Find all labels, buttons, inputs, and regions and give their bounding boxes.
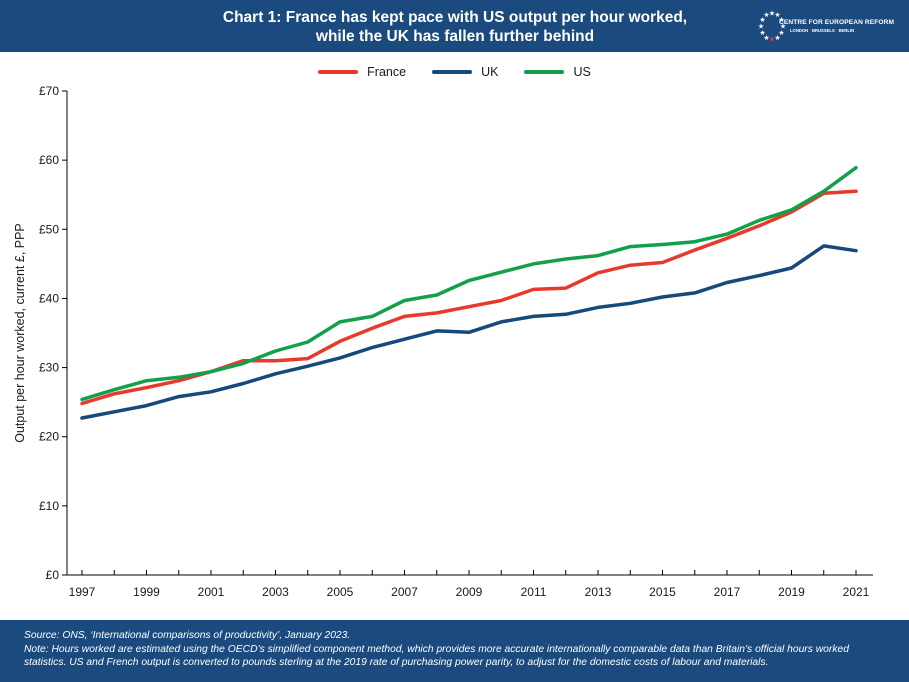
logo-star: ★ (778, 29, 784, 37)
x-tick-label: 2001 (198, 585, 225, 599)
logo-city-berlin: BERLIN (838, 28, 855, 33)
logo-star: ★ (774, 11, 780, 19)
logo-star: ★ (780, 23, 786, 31)
chart-title: Chart 1: France has kept pace with US ou… (130, 8, 780, 46)
logo-star: ★ (774, 34, 780, 42)
logo-star: ★ (759, 29, 765, 37)
legend-item-france: France (318, 62, 406, 82)
y-axis-label: Output per hour worked, current £, PPP (13, 223, 27, 443)
logo-star: ★ (758, 23, 764, 31)
x-tick-label: 2005 (327, 585, 354, 599)
x-tick-label: 2011 (521, 585, 547, 599)
x-tick-label: 1997 (69, 585, 96, 599)
logo-star: ★ (778, 16, 784, 24)
x-tick-label: 2019 (778, 585, 805, 599)
legend-swatch-uk (432, 70, 473, 74)
eu-stars-icon: ★★★★★★★★★ ★ ★★ (758, 10, 786, 44)
x-tick-label: 2007 (391, 585, 418, 599)
source-note: Source: ONS, ‘International comparisons … (24, 630, 351, 641)
chart-header: Chart 1: France has kept pace with US ou… (0, 0, 909, 52)
x-tick-label: 2009 (456, 585, 483, 599)
chart-footer: Source: ONS, ‘International comparisons … (0, 620, 909, 682)
logo-star: ★ (759, 16, 765, 24)
y-tick-label: £20 (39, 430, 59, 444)
x-tick-label: 2013 (585, 585, 612, 599)
cer-logo: ★ ★ ★ ★ ★ ★ ★ ★ ★ ★ ★ ★ CENTRE FOR EUROPEAN REFORM … (757, 4, 894, 48)
chart-title-line-2: while the UK has fallen further behind (315, 28, 595, 45)
logo-city-brussels: BRUSSELS (811, 28, 835, 33)
legend-item-us: US (524, 62, 591, 82)
y-tick-label: £0 (46, 568, 60, 582)
chart-legend: France UK US (0, 62, 909, 82)
logo-name: CENTRE FOR EUROPEAN REFORM (779, 19, 895, 26)
series-line-france (80, 189, 858, 406)
logo-star: ★ (769, 36, 775, 44)
x-tick-label: 2003 (262, 585, 289, 599)
x-tick-label: 2021 (843, 585, 870, 599)
x-tick-label: 2015 (649, 585, 676, 599)
methodology-note: Note: Hours worked are estimated using t… (24, 643, 849, 669)
y-tick-label: £60 (39, 153, 59, 167)
series-line-us (80, 165, 858, 402)
y-tick-label: £40 (39, 291, 59, 305)
legend-label-france: France (367, 65, 407, 79)
y-tick-label: £30 (39, 361, 59, 375)
series-line-uk (80, 244, 858, 420)
chart-title-line-1: Chart 1: France has kept pace with US ou… (222, 9, 688, 26)
x-tick-label: 2017 (714, 585, 741, 599)
logo-city-london: LONDON (790, 28, 809, 33)
legend-item-uk: UK (432, 62, 498, 82)
y-tick-label: £10 (39, 499, 59, 513)
y-tick-label: £70 (39, 84, 59, 98)
y-tick-label: £50 (39, 222, 59, 236)
legend-swatch-france (318, 70, 359, 74)
x-tick-label: 1999 (133, 585, 160, 599)
logo-cities: LONDON • BRUSSELS • BERLIN (790, 28, 855, 33)
logo-star: ★ (769, 10, 775, 18)
legend-label-us: US (573, 65, 591, 79)
legend-label-uk: UK (481, 65, 499, 79)
logo-star: ★ (763, 11, 769, 19)
legend-swatch-us (524, 70, 565, 74)
logo-star: ★ (763, 34, 769, 42)
